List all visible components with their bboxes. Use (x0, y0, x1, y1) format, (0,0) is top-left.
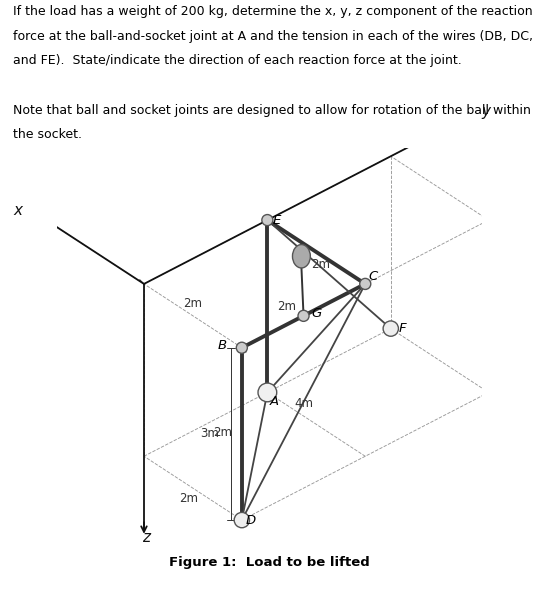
Text: 2m: 2m (183, 297, 203, 310)
Text: A: A (270, 395, 279, 408)
Text: D: D (246, 514, 257, 527)
Text: 2m: 2m (179, 492, 198, 505)
Circle shape (258, 383, 277, 402)
Text: 2m: 2m (213, 426, 232, 439)
Circle shape (383, 321, 398, 336)
Text: 4m: 4m (294, 397, 313, 410)
Text: F: F (398, 322, 406, 335)
Circle shape (360, 278, 371, 290)
Text: x: x (13, 203, 22, 218)
Text: and FE).  State/indicate the direction of each reaction force at the joint.: and FE). State/indicate the direction of… (13, 54, 462, 67)
Text: Figure 1:  Load to be lifted: Figure 1: Load to be lifted (169, 556, 370, 569)
Circle shape (262, 215, 273, 226)
Text: z: z (142, 530, 150, 545)
Text: 2m: 2m (311, 258, 330, 271)
Circle shape (234, 512, 250, 528)
Text: G: G (311, 307, 321, 320)
Circle shape (298, 310, 309, 322)
Text: C: C (369, 269, 378, 282)
Text: the socket.: the socket. (13, 128, 82, 141)
Circle shape (236, 342, 247, 353)
Text: y: y (481, 104, 490, 119)
Text: If the load has a weight of 200 kg, determine the x, y, z component of the react: If the load has a weight of 200 kg, dete… (13, 5, 533, 18)
Ellipse shape (293, 245, 310, 268)
Text: force at the ball-and-socket joint at A and the tension in each of the wires (DB: force at the ball-and-socket joint at A … (13, 30, 534, 43)
Text: B: B (218, 339, 227, 352)
Text: 2m: 2m (277, 300, 296, 313)
Text: E: E (273, 213, 281, 226)
Text: 3m: 3m (201, 427, 219, 440)
Text: Note that ball and socket joints are designed to allow for rotation of the ball : Note that ball and socket joints are des… (13, 104, 531, 116)
